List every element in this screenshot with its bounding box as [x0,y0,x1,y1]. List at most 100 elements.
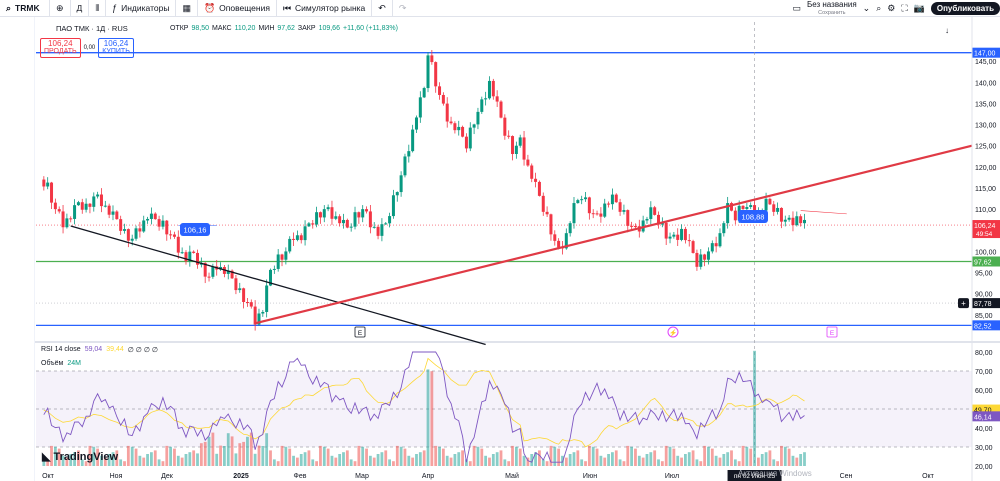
candle-body [280,254,284,260]
volume-bar [645,454,649,466]
price-chart[interactable]: 85,0090,0095,00100,00105,00110,00115,001… [0,17,1000,481]
candle-body [334,216,338,219]
time-tick-label: Фев [294,473,307,480]
volume-bar [657,459,660,466]
candle-body [142,220,146,232]
volume-bar [219,445,222,466]
volume-bar [123,461,126,466]
candle-body [695,252,699,267]
layout-icon[interactable]: ▭ [792,3,801,13]
volume-bar [415,454,418,466]
volume-bar [484,455,488,466]
rsi-tick-label: 20,00 [975,464,993,471]
gear-icon[interactable]: ⚙ [887,3,896,13]
indicators-button[interactable]: ƒ Индикаторы [106,0,177,17]
candle-body [457,126,461,131]
crosshair-date-label: пн 02 Июн '25 [734,473,776,480]
candle-body [376,226,380,236]
buy-button[interactable]: 106,24 КУПИТЬ [98,38,134,58]
candle-body [764,198,768,211]
volume-bar [161,461,165,466]
candle-body [172,234,176,237]
candle-body [787,217,791,220]
price-label-box [972,220,1000,239]
candle-body [149,213,153,219]
volume-bar [69,454,73,466]
search-icon[interactable]: ⌕ [876,3,882,13]
close-label: ЗАКР [297,25,316,32]
candle-body [691,241,695,253]
rsi-value-box [972,411,1000,422]
ohlc-values: ОТКР 98,50 МАКС 110,20 МИН 97,62 ЗАКР 109,66… [170,25,398,32]
volume-bar [514,446,518,466]
volume-bar [438,446,441,466]
open-value: 98,50 [191,25,209,32]
volume-bar [96,448,100,466]
candle-body [610,194,614,205]
candle-body [165,220,169,235]
price-tick-label: 115,00 [975,186,996,193]
fullscreen-icon[interactable]: ⛶ [901,3,908,13]
candle-body [802,219,806,224]
candle-body [61,211,65,228]
volume-bar [768,450,772,466]
camera-icon[interactable]: 📷 [913,3,925,13]
volume-bar [319,445,322,466]
volume-bar [246,436,249,466]
volume-bar [434,445,438,466]
volume-bar [737,461,741,466]
volume-bar [65,457,69,466]
volume-bar [353,461,357,466]
volume-name: Объём [41,360,64,367]
candle-body [53,202,57,210]
candle-body [388,216,392,224]
undo-button[interactable]: ↶ [372,0,393,17]
candle-body [365,209,369,212]
publish-button[interactable]: Опубликовать [930,2,1000,15]
volume-bar [199,443,203,466]
doc-title: Без названия [806,0,857,9]
volume-bar [61,455,65,466]
volume-bar [146,454,149,466]
toolbar-right: ▭ Без названия Сохранить ⌄ ⌕ ⚙ ⛶ 📷 Опубл… [792,0,1000,17]
interval-button[interactable]: Д [71,0,90,17]
time-tick-label: 2025 [233,473,249,480]
rsi-tick-label: 40,00 [975,426,993,433]
candle-body [391,195,395,217]
candle-body [633,226,637,228]
annotation-box [180,223,210,236]
compare-button[interactable]: ⊕ [50,0,71,17]
redo-button[interactable]: ↷ [393,0,413,17]
price-tick-label: 140,00 [975,80,997,87]
rsi-value: 59,04 [84,346,103,353]
crosshair-date-box [727,470,782,481]
search-icon: ⌕ [6,2,12,13]
chart-type-button[interactable]: ⫴ [89,0,107,17]
top-toolbar: ⌕ TRMK ⊕ Д ⫴ ƒ Индикаторы ▦ ⏰ Оповещения… [0,0,1000,17]
candle-body [618,202,622,212]
candle-body [357,212,361,218]
legend-collapse-icon: ↓ [945,26,949,35]
doc-status: Сохранить [818,9,846,16]
volume-bar [710,448,714,466]
volume-bar [756,457,760,466]
chevron-down-icon[interactable]: ⌄ [862,3,871,13]
dividend-marker-label: ⚡ [669,329,677,337]
alerts-button[interactable]: ⏰ Оповещения [198,0,277,17]
candle-body [207,276,211,278]
candle-body [111,211,115,215]
volume-bar [741,445,745,466]
volume-bar [380,452,384,466]
sell-button[interactable]: 106,24 ПРОДАТЬ [40,38,81,58]
symbol-search[interactable]: ⌕ TRMK [0,0,50,17]
candle-body [776,207,780,212]
layouts-button[interactable]: ▦ [176,0,198,17]
document-name[interactable]: Без названия Сохранить [806,0,857,17]
volume-bar [684,454,687,466]
candle-body [418,97,422,118]
time-tick-label: Окт [42,473,55,480]
candle-body [491,80,495,97]
volume-bar [549,445,553,466]
candle-body [426,55,430,89]
replay-button[interactable]: ⏮ Симулятор рынка [277,0,373,17]
